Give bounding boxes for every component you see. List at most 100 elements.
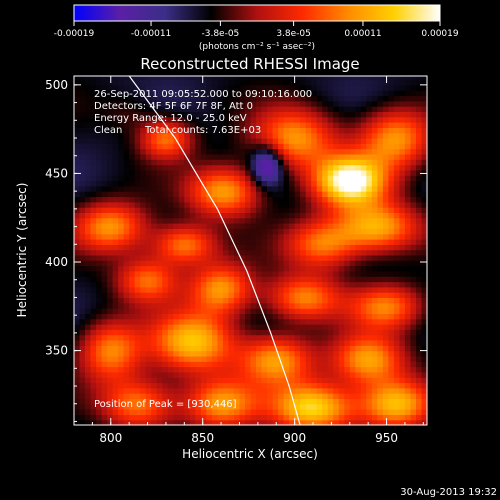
heatmap-cell <box>79 159 86 166</box>
heatmap-cell <box>382 334 389 341</box>
heatmap-cell <box>349 95 356 102</box>
heatmap-cell <box>355 260 362 267</box>
heatmap-cell <box>156 419 163 425</box>
heatmap-cell <box>300 270 307 277</box>
heatmap-cell <box>416 340 423 346</box>
heatmap-cell <box>228 100 235 107</box>
heatmap-cell <box>129 318 136 325</box>
heatmap-cell <box>140 127 147 134</box>
heatmap-cell <box>300 313 307 320</box>
heatmap-cell <box>300 329 307 336</box>
heatmap-cell <box>289 223 296 229</box>
heatmap-cell <box>305 185 312 192</box>
heatmap-cell <box>239 355 246 362</box>
heatmap-cell <box>239 159 246 166</box>
heatmap-cell <box>366 371 373 378</box>
heatmap-cell <box>239 191 246 198</box>
heatmap-cell <box>311 148 318 155</box>
heatmap-cell <box>245 355 252 362</box>
heatmap-cell <box>217 329 224 336</box>
heatmap-cell <box>118 223 125 229</box>
heatmap-cell <box>228 169 235 176</box>
heatmap-cell <box>90 270 97 277</box>
heatmap-cell <box>388 228 395 235</box>
heatmap-cell <box>239 371 246 378</box>
heatmap-cell <box>338 355 345 362</box>
heatmap-cell <box>382 302 389 309</box>
heatmap-cell <box>178 308 185 314</box>
heatmap-cell <box>300 79 307 86</box>
heatmap-cell <box>118 79 125 86</box>
heatmap-cell <box>79 223 86 229</box>
heatmap-cell <box>123 260 130 267</box>
heatmap-cell <box>388 244 395 251</box>
heatmap-cell <box>178 270 185 277</box>
heatmap-cell <box>140 387 147 394</box>
heatmap-cell <box>272 180 279 187</box>
heatmap-cell <box>134 180 141 187</box>
heatmap-cell <box>338 228 345 235</box>
heatmap-cell <box>167 308 174 314</box>
heatmap-cell <box>189 95 196 102</box>
heatmap-cell <box>245 409 252 415</box>
heatmap-cell <box>272 239 279 245</box>
heatmap-cell <box>206 265 213 272</box>
heatmap-cell <box>366 302 373 309</box>
heatmap-cell <box>366 153 373 160</box>
heatmap-cell <box>178 191 185 198</box>
heatmap-cell <box>410 270 417 277</box>
heatmap-cell <box>250 361 257 368</box>
heatmap-cell <box>393 100 400 107</box>
heatmap-cell <box>239 233 246 240</box>
heatmap-cell <box>79 292 86 298</box>
heatmap-cell <box>107 244 114 251</box>
heatmap-cell <box>250 76 257 81</box>
heatmap-cell <box>294 233 301 240</box>
heatmap-cell <box>195 164 202 171</box>
heatmap-cell <box>222 414 229 421</box>
heatmap-cell <box>85 324 92 330</box>
heatmap-cell <box>156 180 163 187</box>
heatmap-cell <box>278 382 285 389</box>
heatmap-cell <box>333 382 340 389</box>
heatmap-cell <box>151 180 158 187</box>
heatmap-cell <box>366 175 373 182</box>
heatmap-cell <box>206 212 213 219</box>
heatmap-cell <box>228 313 235 320</box>
heatmap-cell <box>322 318 329 325</box>
heatmap-cell <box>206 169 213 176</box>
heatmap-cell <box>305 318 312 325</box>
heatmap-cell <box>355 398 362 405</box>
heatmap-cell <box>393 260 400 267</box>
heatmap-cell <box>416 122 423 128</box>
heatmap-cell <box>162 169 169 176</box>
heatmap-cell <box>234 377 241 384</box>
heatmap-cell <box>327 260 334 267</box>
heatmap-cell <box>222 292 229 298</box>
heatmap-cell <box>311 244 318 251</box>
heatmap-cell <box>96 223 103 229</box>
heatmap-cell <box>371 302 378 309</box>
heatmap-cell <box>261 387 268 394</box>
heatmap-cell <box>178 95 185 102</box>
heatmap-cell <box>129 106 136 112</box>
heatmap-cell <box>129 100 136 107</box>
heatmap-cell <box>173 164 180 171</box>
heatmap-cell <box>206 361 213 368</box>
heatmap-cell <box>217 334 224 341</box>
heatmap-cell <box>112 403 119 410</box>
heatmap-cell <box>410 350 417 357</box>
heatmap-cell <box>382 239 389 245</box>
heatmap-cell <box>134 281 141 288</box>
heatmap-cell <box>278 116 285 123</box>
heatmap-cell <box>178 377 185 384</box>
heatmap-cell <box>333 260 340 267</box>
heatmap-cell <box>416 387 423 394</box>
heatmap-cell <box>189 201 196 208</box>
heatmap-cell <box>377 84 384 91</box>
heatmap-cell <box>79 398 86 405</box>
heatmap-cell <box>388 207 395 213</box>
heatmap-cell <box>272 84 279 91</box>
heatmap-cell <box>96 286 103 293</box>
